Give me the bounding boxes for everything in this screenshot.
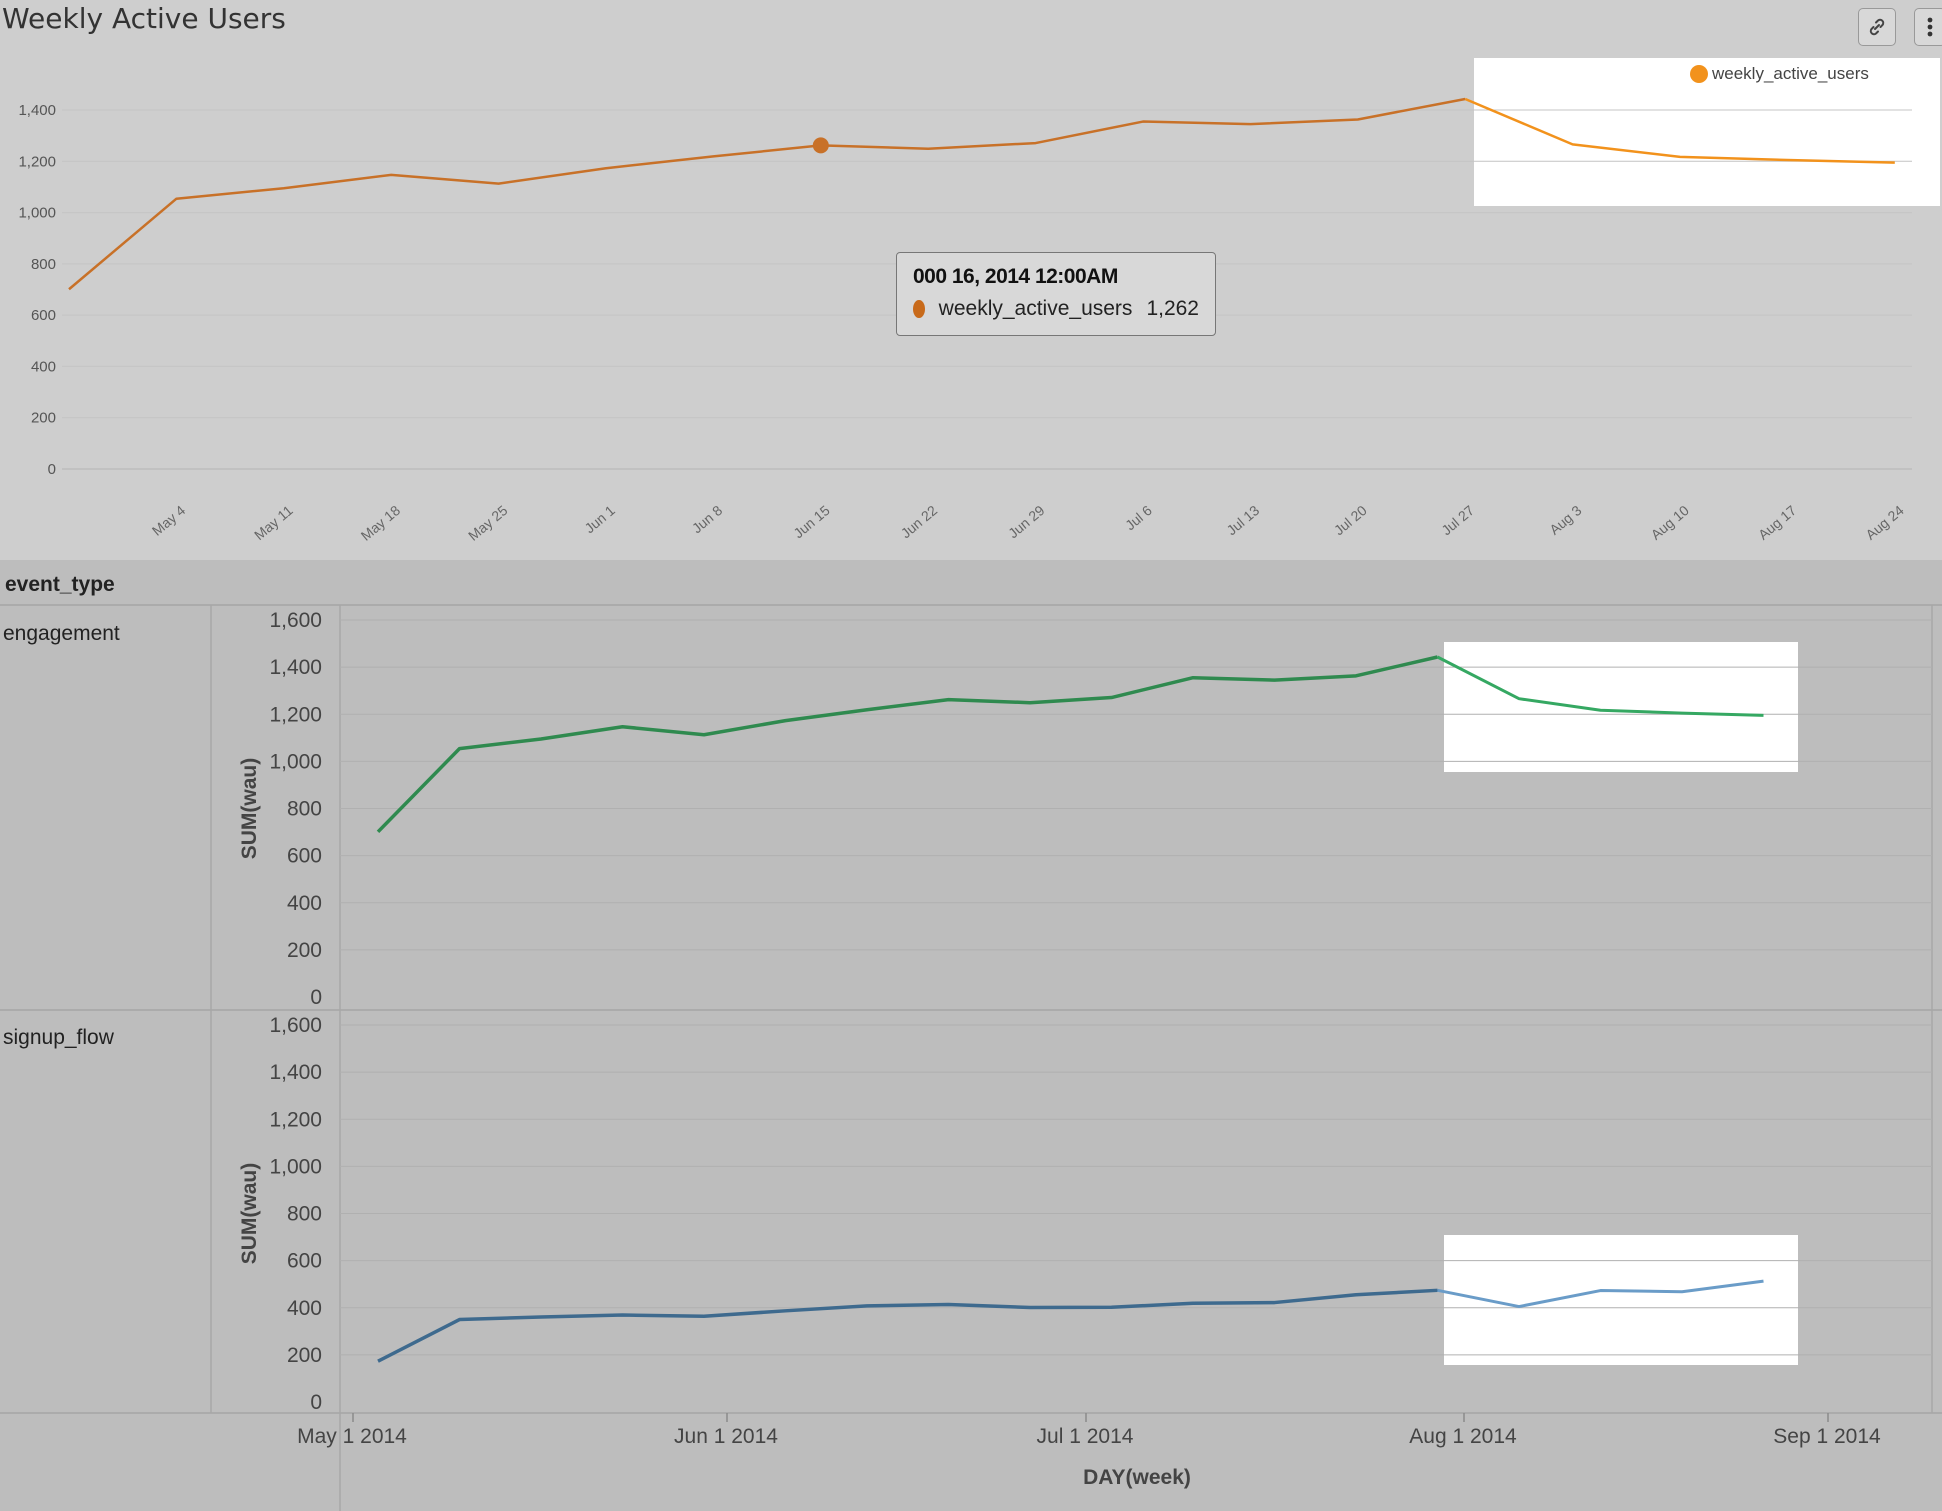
tooltip-row: weekly_active_users 1,262 [913, 297, 1199, 321]
x-tick-label: Jun 1 2014 [674, 1425, 778, 1448]
x-tick-label: Jul 6 [1122, 502, 1155, 533]
legend-label: weekly_active_users [1712, 64, 1869, 83]
series-line-weekly-active-users [68, 97, 1466, 291]
y-tick-label: 200 [287, 1344, 322, 1367]
hovered-data-point[interactable] [812, 137, 829, 154]
x-tick-label: Jun 1 [581, 502, 618, 536]
highlight-box-signup [1444, 1235, 1798, 1365]
y-tick-label: 0 [310, 986, 322, 1009]
tooltip: 000 16, 2014 12:00AM weekly_active_users… [896, 252, 1216, 336]
x-tick-label: Jul 1 2014 [1037, 1425, 1134, 1448]
y-tick-label: 1,000 [269, 1155, 322, 1178]
x-tick-label: Jul 27 [1438, 502, 1477, 538]
x-tick-label: Jul 20 [1331, 502, 1370, 538]
y-tick-label: 400 [287, 1297, 322, 1320]
chart-title: Weekly Active Users [2, 2, 286, 35]
y-tick-label: 200 [31, 410, 56, 427]
y-tick-label: 800 [31, 256, 56, 273]
x-tick-label: Aug 3 [1546, 502, 1584, 538]
y-tick-label: 800 [287, 1203, 322, 1226]
highlight-box-engagement [1444, 642, 1798, 772]
link-icon[interactable] [1858, 8, 1896, 46]
y-tick-label: 0 [48, 461, 56, 478]
x-tick-label: Jun 8 [689, 502, 726, 536]
tooltip-title: 000 16, 2014 12:00AM [913, 265, 1118, 288]
y-tick-label: 800 [287, 798, 322, 821]
x-tick-label: May 25 [465, 502, 511, 544]
x-tick-label: Aug 17 [1755, 502, 1799, 543]
y-tick-label: 600 [287, 845, 322, 868]
y-tick-label: 200 [287, 939, 322, 962]
y-tick-label: 400 [31, 358, 56, 375]
x-tick-label: Jun 15 [790, 502, 833, 541]
y-tick-label: 1,000 [269, 750, 322, 773]
x-tick-label: May 4 [149, 502, 189, 539]
tooltip-series: weekly_active_users [938, 297, 1133, 320]
y-tick-label: 1,400 [269, 656, 322, 679]
series-line-signup-flow [377, 1288, 1438, 1363]
y-tick-label: 1,600 [269, 1014, 322, 1037]
x-tick-label: Jun 29 [1005, 502, 1048, 541]
y-tick-label: 0 [310, 1391, 322, 1414]
bottom-chart-panel: event_type engagement 0 200 400 600 800 1,000 1,… [0, 560, 1942, 1511]
y-tick-label: 1,200 [269, 1108, 322, 1131]
y-tick-label: 1,000 [18, 205, 56, 222]
facet-label-signup-flow: signup_flow [3, 1026, 115, 1049]
kebab-menu-icon[interactable] [1914, 8, 1942, 46]
x-tick-label: May 1 2014 [297, 1425, 407, 1448]
y-tick-label: 1,600 [269, 609, 322, 632]
top-chart-panel: Weekly Active Users 0 200 400 600 800 1,000 1,… [0, 0, 1942, 560]
y-tick-label: 1,400 [18, 102, 56, 119]
series-line-highlighted-signup-flow [1437, 1279, 1764, 1309]
facet-header: event_type [5, 573, 115, 596]
y-tick-label: 600 [31, 307, 56, 324]
x-tick-label: Sep 1 2014 [1773, 1425, 1881, 1448]
x-tick-label: Jul 13 [1223, 502, 1262, 538]
y-tick-label: 1,400 [269, 1061, 322, 1084]
legend-swatch [1690, 65, 1708, 83]
faceted-line-chart: event_type engagement 0 200 400 600 800 1,000 1,… [0, 573, 1942, 1511]
y-axis-label: SUM(wau) [238, 1163, 261, 1265]
y-tick-label: 600 [287, 1250, 322, 1273]
x-tick-label: Aug 24 [1862, 502, 1906, 543]
facet-label-engagement: engagement [3, 622, 120, 645]
x-axis-label: DAY(week) [1083, 1466, 1191, 1489]
y-axis-label: SUM(wau) [238, 758, 261, 860]
highlight-box [1474, 58, 1940, 206]
x-tick-label: Aug 10 [1648, 502, 1692, 543]
y-tick-label: 1,200 [269, 703, 322, 726]
y-tick-label: 1,200 [18, 153, 56, 170]
x-tick-label: Jun 22 [898, 502, 941, 541]
series-line-highlighted [1464, 97, 1895, 164]
x-tick-label: Aug 1 2014 [1409, 1425, 1517, 1448]
tooltip-swatch [913, 300, 925, 318]
series-line-highlighted-engagement [1436, 655, 1764, 717]
series-line-engagement [376, 655, 1438, 834]
x-tick-label: May 18 [358, 502, 404, 544]
top-line-chart: 0 200 400 600 800 1,000 1,200 1,400 May 4 May 11… [18, 58, 1940, 544]
tooltip-value: 1,262 [1146, 297, 1199, 320]
legend: weekly_active_users [1690, 64, 1869, 84]
y-tick-label: 400 [287, 892, 322, 915]
x-tick-label: May 11 [251, 502, 296, 543]
